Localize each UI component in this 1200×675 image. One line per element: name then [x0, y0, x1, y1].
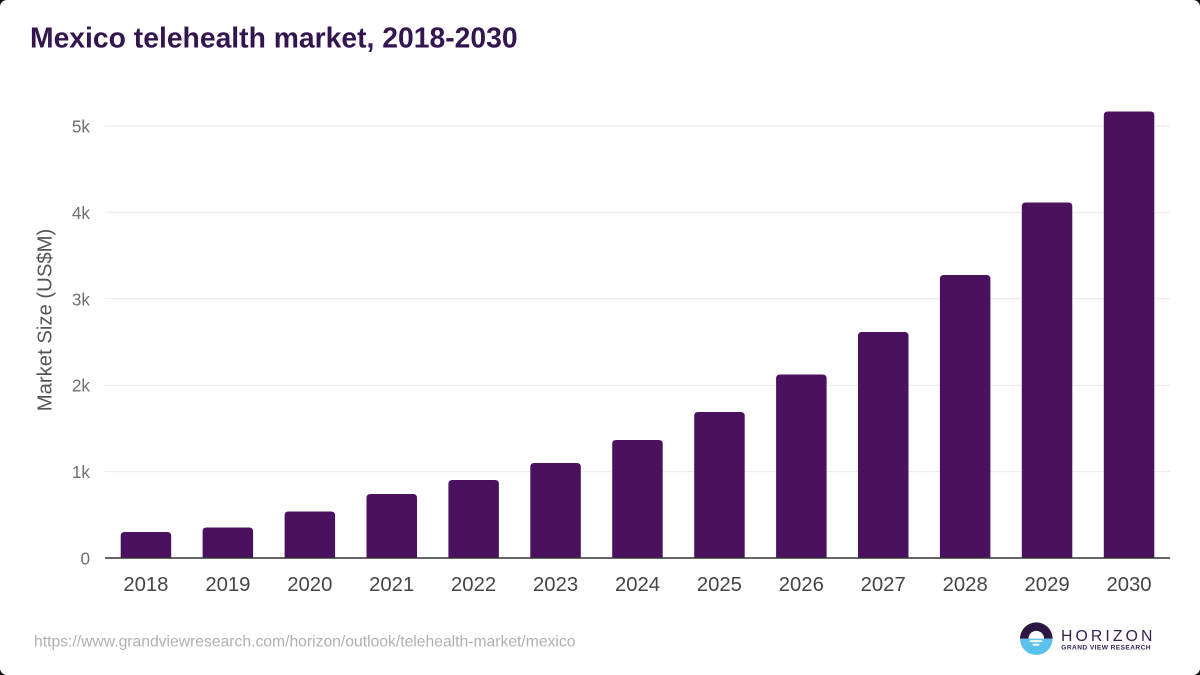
- svg-text:2025: 2025: [697, 574, 742, 596]
- svg-text:5k: 5k: [72, 117, 91, 137]
- svg-text:2022: 2022: [451, 574, 496, 596]
- svg-text:2019: 2019: [205, 574, 250, 596]
- svg-text:2030: 2030: [1106, 574, 1151, 596]
- svg-text:2026: 2026: [779, 574, 824, 596]
- svg-text:Market Size (US$M): Market Size (US$M): [35, 229, 57, 412]
- svg-text:2027: 2027: [861, 574, 906, 596]
- svg-text:2024: 2024: [615, 574, 660, 596]
- svg-text:HORIZON: HORIZON: [1061, 628, 1156, 645]
- svg-text:1k: 1k: [72, 462, 91, 482]
- svg-text:2k: 2k: [72, 376, 91, 396]
- svg-text:0: 0: [80, 549, 90, 569]
- svg-text:4k: 4k: [72, 203, 91, 223]
- svg-text:2023: 2023: [533, 574, 578, 596]
- svg-text:2021: 2021: [369, 574, 414, 596]
- svg-text:2020: 2020: [287, 574, 332, 596]
- svg-text:2018: 2018: [123, 574, 168, 596]
- svg-text:https://www.grandviewresearch.: https://www.grandviewresearch.com/horizo…: [34, 634, 576, 651]
- svg-text:2028: 2028: [943, 574, 988, 596]
- svg-text:GRAND VIEW RESEARCH: GRAND VIEW RESEARCH: [1061, 645, 1151, 652]
- svg-text:3k: 3k: [72, 289, 91, 309]
- svg-text:2029: 2029: [1025, 574, 1070, 596]
- svg-text:Mexico telehealth market, 2018: Mexico telehealth market, 2018-2030: [30, 22, 518, 54]
